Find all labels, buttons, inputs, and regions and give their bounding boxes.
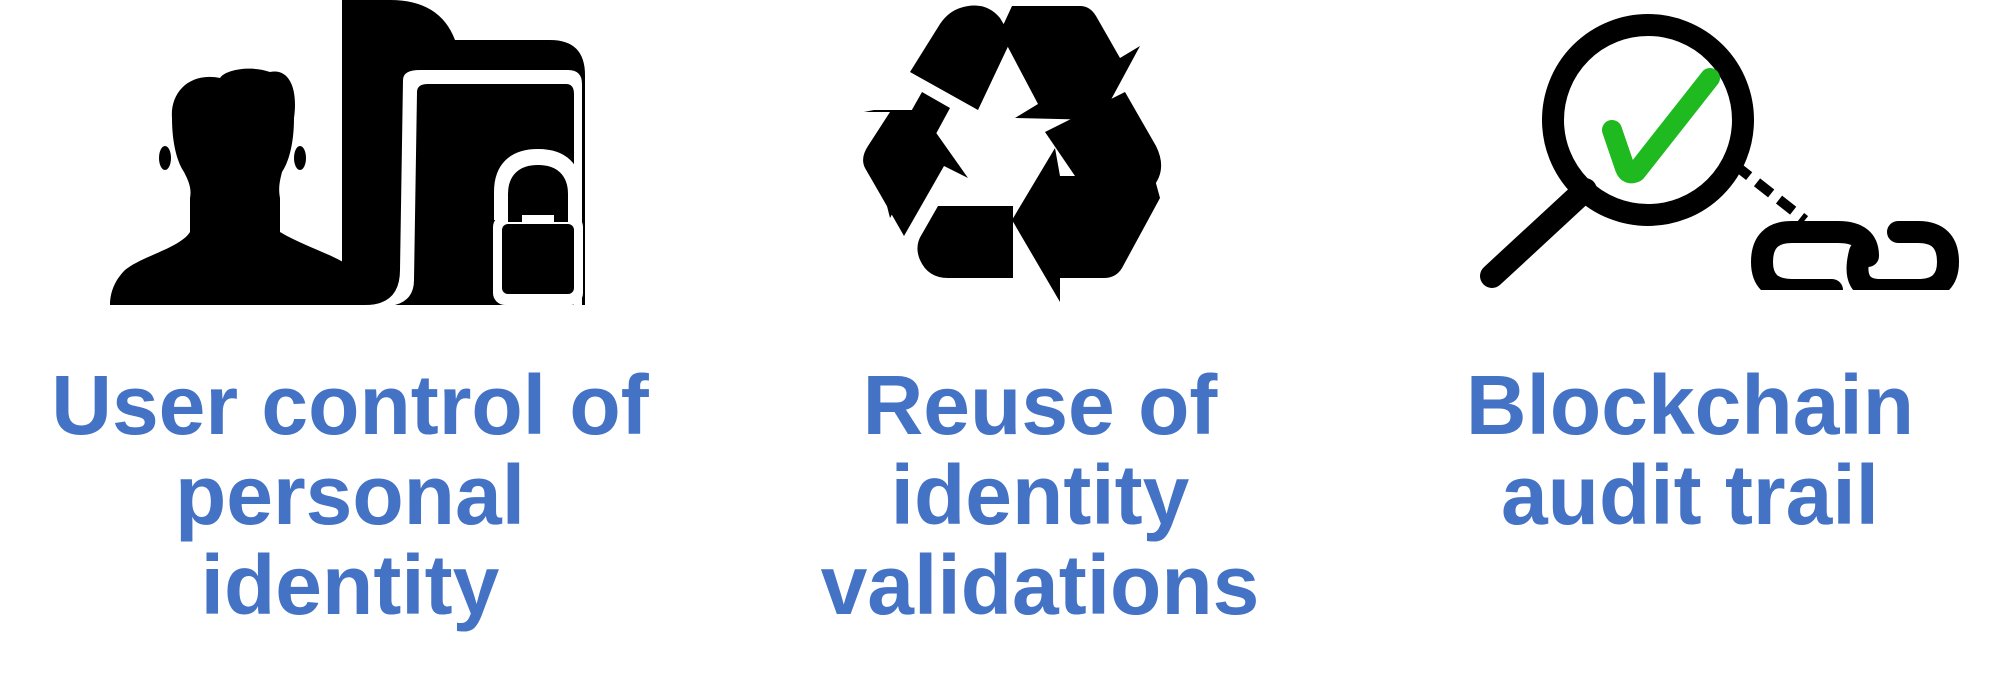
caption-audit: Blockchain audit trail <box>1390 360 1990 540</box>
caption-line: Blockchain <box>1465 358 1915 452</box>
person-with-locked-folder-icon <box>110 0 585 305</box>
caption-line: personal <box>174 448 526 542</box>
feature-audit-trail: Blockchain audit trail <box>1390 0 1990 683</box>
recycle-icon <box>863 5 1162 302</box>
caption-line: identity <box>200 538 500 632</box>
caption-line: audit trail <box>1500 448 1880 542</box>
feature-user-control: User control of personal identity <box>20 0 680 683</box>
caption-user-control: User control of personal identity <box>20 360 680 630</box>
caption-line: Reuse of <box>862 358 1218 452</box>
magnifier-check-chain-icon <box>1480 14 1960 290</box>
caption-line: User control of <box>51 358 649 452</box>
caption-line: identity <box>890 448 1190 542</box>
feature-reuse: Reuse of identity validations <box>760 0 1320 683</box>
caption-reuse: Reuse of identity validations <box>760 360 1320 630</box>
caption-line: validations <box>820 538 1260 632</box>
